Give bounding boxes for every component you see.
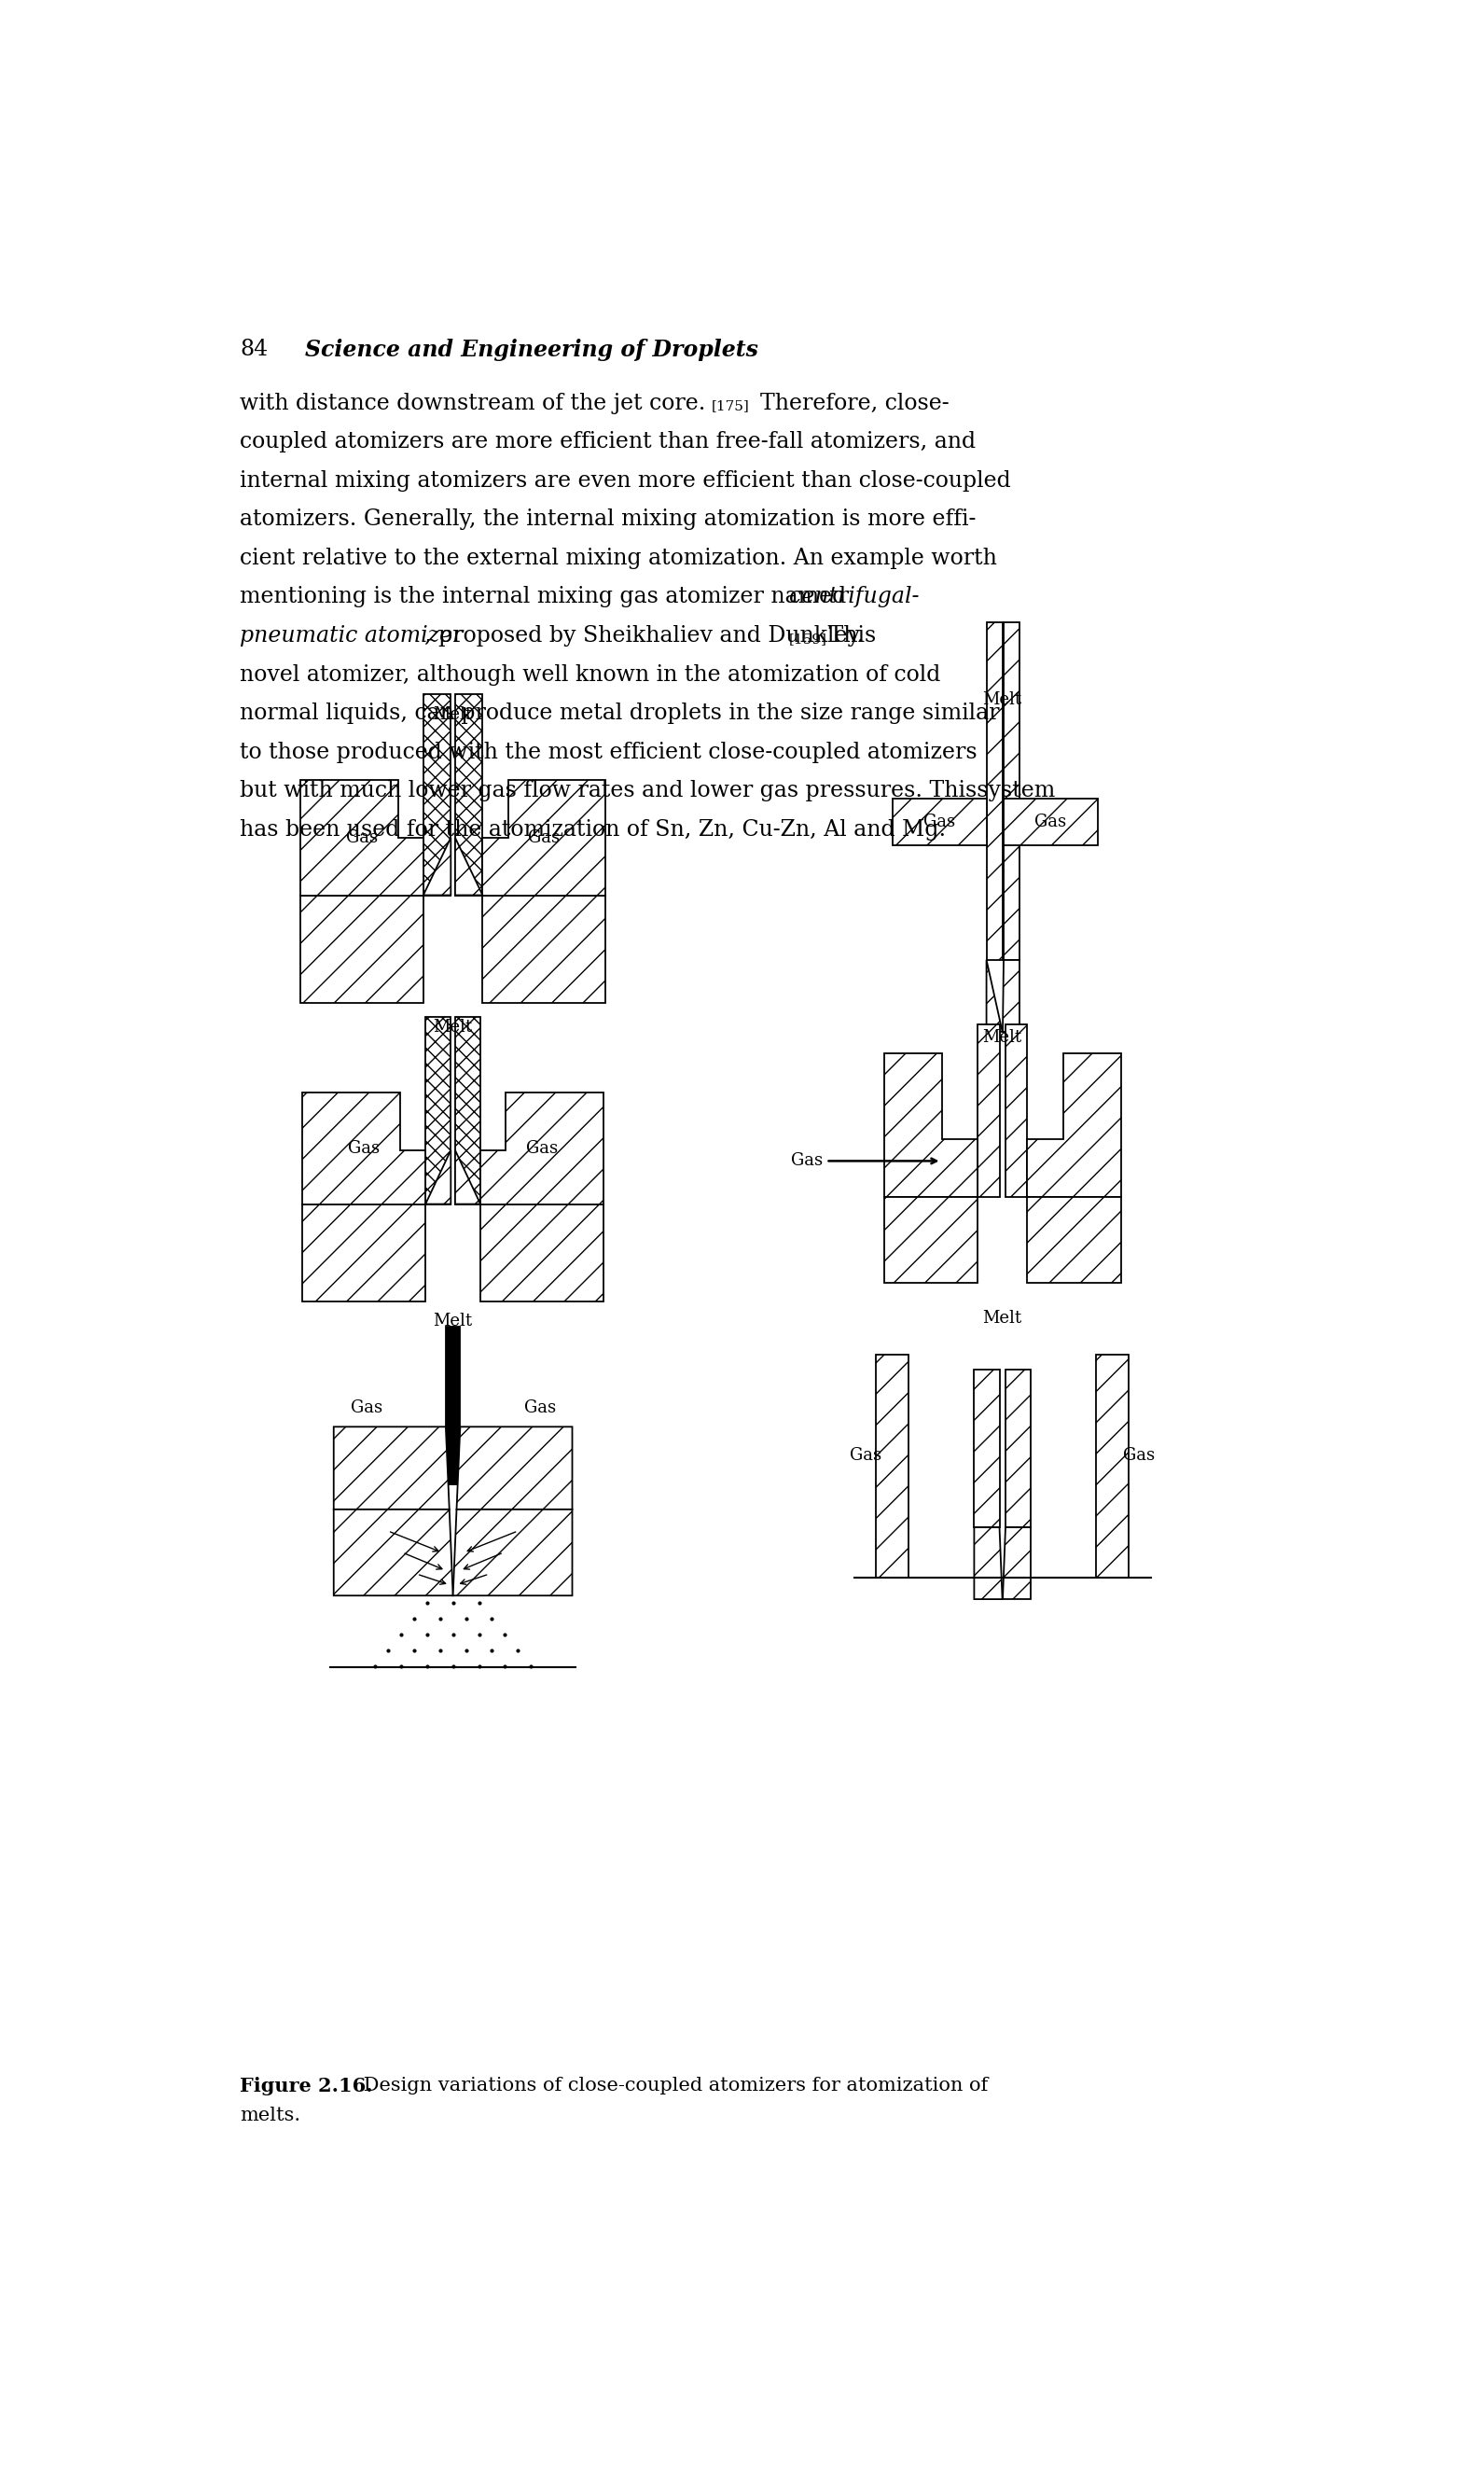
Text: Gas: Gas [525, 1141, 558, 1158]
Polygon shape [884, 1196, 978, 1283]
Polygon shape [1002, 1527, 1030, 1599]
Bar [423, 695, 451, 894]
Polygon shape [303, 1203, 426, 1300]
Bar [426, 1016, 451, 1203]
Polygon shape [300, 780, 423, 894]
Text: [159]: [159] [789, 633, 827, 645]
Text: Melt: Melt [982, 1029, 1022, 1046]
Bar [456, 1016, 481, 1203]
Bar [1097, 1355, 1129, 1577]
Bar [987, 623, 1002, 959]
Polygon shape [974, 1527, 1002, 1599]
Text: Figure 2.16.: Figure 2.16. [240, 2077, 372, 2095]
Polygon shape [303, 1094, 426, 1203]
Text: [175]: [175] [711, 399, 749, 414]
Text: mentioning is the internal mixing gas atomizer named: mentioning is the internal mixing gas at… [240, 585, 853, 608]
Text: Gas: Gas [350, 1400, 383, 1415]
Text: Science and Engineering of Droplets: Science and Engineering of Droplets [304, 339, 758, 361]
Polygon shape [456, 1151, 481, 1203]
Text: Gas: Gas [524, 1400, 555, 1415]
Text: cient relative to the external mixing atomization. An example worth: cient relative to the external mixing at… [240, 548, 997, 568]
Polygon shape [426, 1151, 451, 1203]
Polygon shape [456, 837, 482, 894]
Text: Gas: Gas [1034, 815, 1067, 830]
Text: with distance downstream of the jet core.: with distance downstream of the jet core… [240, 391, 705, 414]
Text: Gas: Gas [346, 830, 378, 847]
Text: Melt: Melt [433, 1313, 472, 1330]
Polygon shape [892, 797, 987, 844]
Text: , proposed by Sheikhaliev and Dunkley.: , proposed by Sheikhaliev and Dunkley. [424, 625, 864, 648]
Text: Therefore, close-: Therefore, close- [746, 391, 948, 414]
Polygon shape [1005, 1370, 1030, 1527]
Polygon shape [884, 1054, 978, 1196]
Text: Melt: Melt [982, 692, 1022, 707]
Text: Design variations of close-coupled atomizers for atomization of: Design variations of close-coupled atomi… [356, 2077, 987, 2095]
Text: Gas: Gas [923, 815, 956, 830]
Text: pneumatic atomizer: pneumatic atomizer [240, 625, 463, 648]
Text: novel atomizer, although well known in the atomization of cold: novel atomizer, although well known in t… [240, 665, 941, 685]
Bar [1003, 623, 1020, 959]
Polygon shape [300, 894, 423, 1004]
Text: Melt: Melt [982, 1310, 1022, 1325]
Text: 84: 84 [240, 339, 269, 359]
Bar [453, 1325, 460, 1485]
Bar [1005, 1024, 1027, 1196]
Text: This: This [822, 625, 876, 648]
Polygon shape [1003, 797, 1098, 844]
Text: Melt: Melt [433, 705, 472, 722]
Text: centrifugal-: centrifugal- [789, 585, 919, 608]
Text: atomizers. Generally, the internal mixing atomization is more effi-: atomizers. Generally, the internal mixin… [240, 508, 976, 531]
Polygon shape [1002, 959, 1020, 1031]
Polygon shape [457, 1427, 573, 1510]
Polygon shape [423, 837, 451, 894]
Text: Gas: Gas [850, 1447, 881, 1465]
Text: to those produced with the most efficient close-coupled atomizers: to those produced with the most efficien… [240, 742, 976, 762]
Polygon shape [334, 1510, 453, 1597]
Text: but with much lower gas flow rates and lower gas pressures. Thissystem: but with much lower gas flow rates and l… [240, 780, 1055, 802]
Polygon shape [482, 780, 605, 894]
Bar [456, 695, 482, 894]
Polygon shape [453, 1510, 573, 1597]
Polygon shape [481, 1203, 604, 1300]
Text: Gas: Gas [349, 1141, 380, 1158]
Text: coupled atomizers are more efficient than free-fall atomizers, and: coupled atomizers are more efficient tha… [240, 431, 976, 453]
Polygon shape [1027, 1196, 1120, 1283]
Polygon shape [974, 1370, 999, 1527]
Bar [445, 1325, 453, 1485]
Text: Gas: Gas [791, 1153, 822, 1168]
Text: Gas: Gas [1123, 1447, 1155, 1465]
Polygon shape [482, 894, 605, 1004]
Text: Melt: Melt [433, 1019, 472, 1036]
Bar [876, 1355, 908, 1577]
Polygon shape [1027, 1054, 1120, 1196]
Text: melts.: melts. [240, 2107, 300, 2125]
Polygon shape [987, 959, 1002, 1031]
Polygon shape [334, 1427, 450, 1510]
Text: normal liquids, can produce metal droplets in the size range similar: normal liquids, can produce metal drople… [240, 702, 999, 725]
Text: internal mixing atomizers are even more efficient than close-coupled: internal mixing atomizers are even more … [240, 471, 1011, 491]
Polygon shape [481, 1094, 604, 1203]
Text: Gas: Gas [528, 830, 559, 847]
Text: has been used for the atomization of Sn, Zn, Cu-Zn, Al and Mg.: has been used for the atomization of Sn,… [240, 820, 945, 839]
Bar [978, 1024, 999, 1196]
